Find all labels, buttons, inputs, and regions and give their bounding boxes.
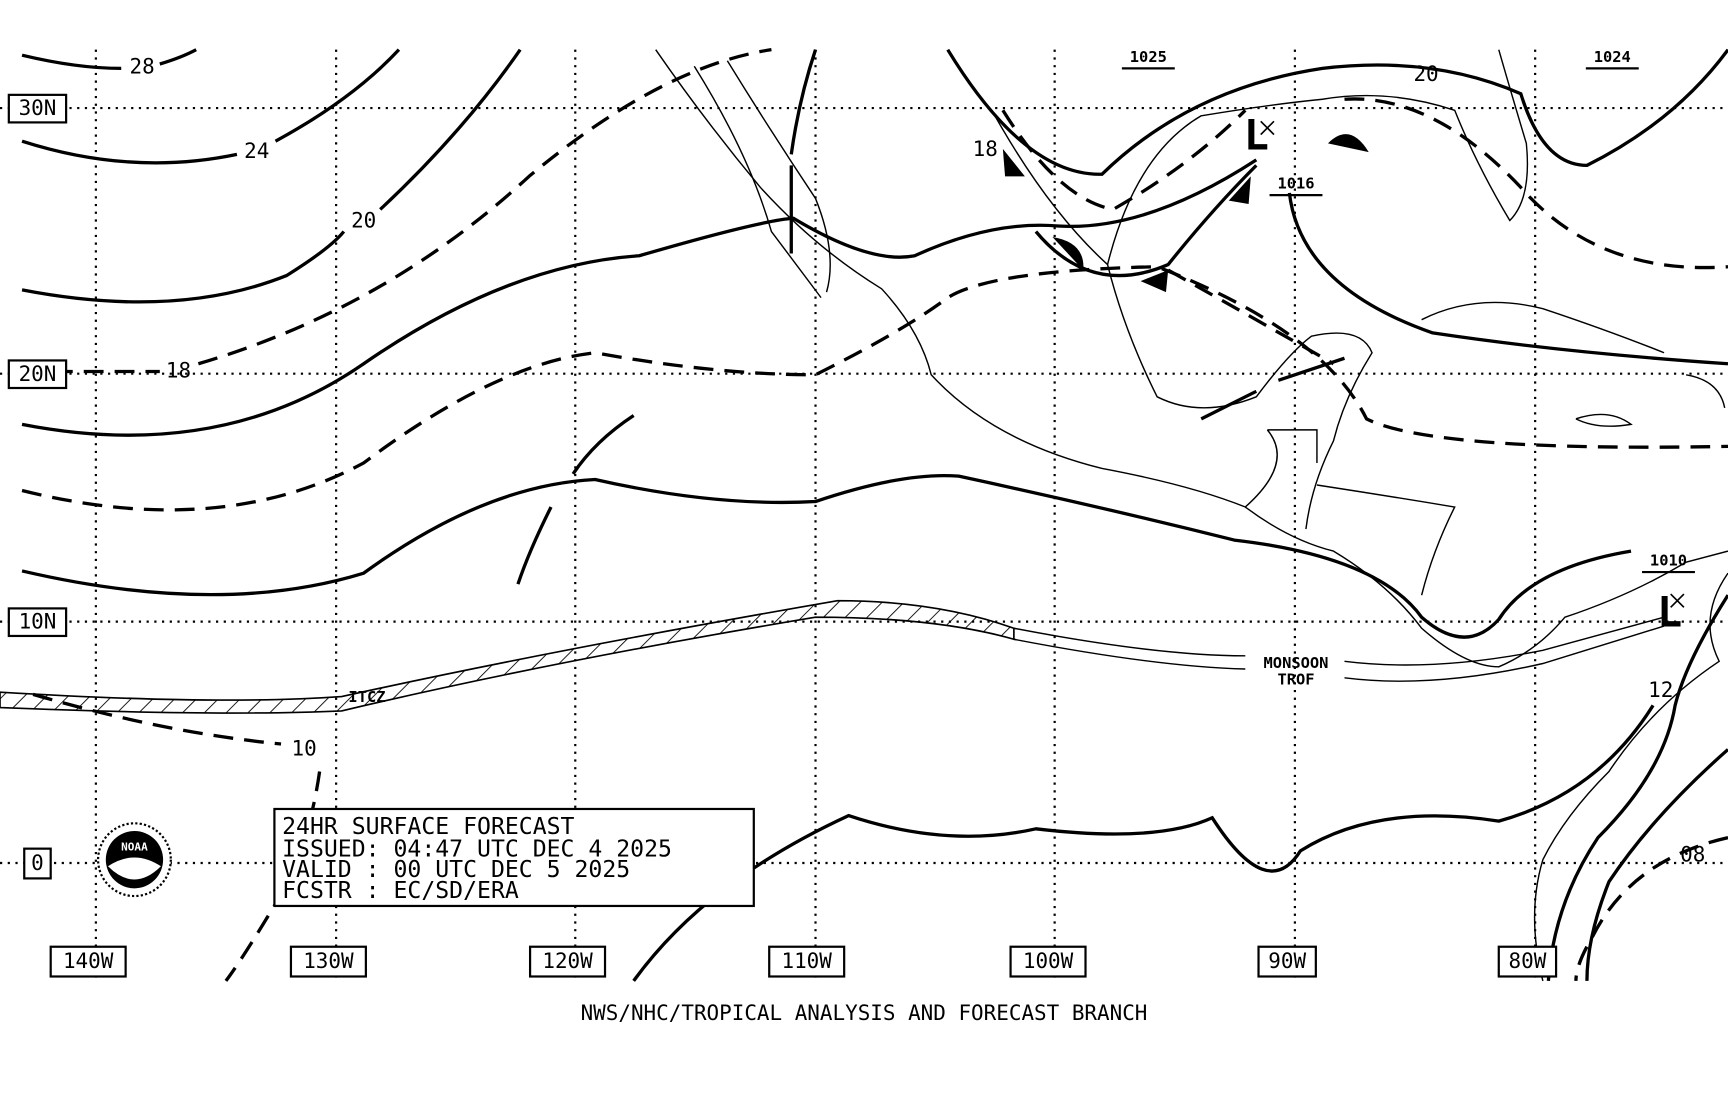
map-shape: [1670, 593, 1685, 608]
map-shape: [1546, 594, 1728, 982]
info-line: ISSUED: 04:47 UTC DEC 4 2025: [282, 836, 672, 862]
low-center: L: [1657, 588, 1682, 637]
isobar-label: 28: [130, 54, 155, 78]
info-line: 24HR SURFACE FORECAST: [282, 814, 574, 840]
footer: NWS/NHC/TROPICAL ANALYSIS AND FORECAST B…: [581, 1001, 1148, 1025]
label-frame: [1257, 945, 1317, 978]
map-shape: [1140, 270, 1169, 293]
label-frame: [23, 847, 52, 880]
map-shape: [632, 704, 1655, 982]
isobar-label: 12: [1648, 678, 1673, 702]
pressure-label: 1010: [1650, 552, 1687, 570]
longitude-label: 130W: [303, 949, 354, 973]
map-shape: [1034, 164, 1258, 278]
map-shape: [655, 49, 1728, 668]
map-shape: [1052, 237, 1084, 271]
map-shape: [1013, 616, 1665, 682]
latitude-label: 0: [31, 851, 44, 875]
label-frame: [1497, 945, 1558, 978]
low-center: L: [1244, 110, 1269, 159]
map-shape: [1167, 97, 1728, 366]
map-shape: [1106, 49, 1529, 265]
map-shape: [1533, 572, 1728, 982]
isobar-label: 24: [244, 139, 269, 163]
map-shape: [21, 473, 1632, 639]
map-shape: [1287, 192, 1728, 366]
label-frame: [1009, 945, 1087, 978]
map-shape: [21, 265, 1728, 512]
map-shape: [1260, 120, 1275, 136]
latitude-label: 10N: [19, 610, 57, 634]
itcz-label: ITCZ: [348, 688, 385, 706]
longitude-label: 80W: [1509, 949, 1547, 973]
latitude-labels: 30N 20N 10N 0: [7, 93, 68, 880]
logo-text: NOAA: [121, 841, 148, 854]
map-shape: [21, 158, 1258, 437]
latitude-label: 20N: [19, 362, 57, 386]
longitude-label: 100W: [1023, 949, 1074, 973]
map-shape: [693, 60, 831, 299]
longitude-label: 90W: [1268, 949, 1306, 973]
map-shape: [946, 48, 1728, 176]
label-frame: [273, 807, 755, 908]
fronts: [1002, 134, 1369, 293]
longitude-label: 110W: [781, 949, 832, 973]
noaa-logo: NOAA: [96, 822, 172, 898]
map-shape: [991, 109, 1373, 530]
pressure-label: 1025: [1130, 48, 1167, 66]
map-shape: [22, 48, 772, 374]
map-shape: [1228, 176, 1251, 204]
feature-labels: ITCZ MONSOON TROF: [348, 654, 1328, 706]
isobar-labels: 28 24 20 18 10 18 20 12 08: [130, 54, 1706, 866]
map-shape: [1002, 148, 1025, 177]
label-frame: [7, 607, 68, 638]
map-shape: [1421, 301, 1726, 427]
map-shape: [21, 48, 401, 165]
isobar-label: 10: [292, 736, 317, 760]
itcz: [0, 599, 1665, 714]
isobar-label: 18: [166, 358, 191, 382]
label-frame: [768, 945, 846, 978]
info-line: VALID : 00 UTC DEC 5 2025: [282, 857, 630, 883]
pressure-label: 1016: [1277, 175, 1314, 193]
isobar-label: 18: [973, 137, 998, 161]
label-frame: [289, 945, 367, 978]
map-shape: [21, 48, 522, 304]
map-shape: [1244, 429, 1456, 596]
longitude-labels: 140W 130W 120W 110W 100W 90W 80W: [49, 945, 1558, 978]
map-shape: [516, 356, 1346, 585]
map-shape: [789, 49, 818, 254]
isobars: [21, 48, 1728, 982]
info-line: FCSTR : EC/SD/ERA: [282, 878, 519, 904]
monsoon-label: MONSOON: [1264, 654, 1329, 672]
coastlines: [655, 49, 1728, 982]
info-box: 24HR SURFACE FORECAST ISSUED: 04:47 UTC …: [273, 807, 755, 908]
label-frame: [528, 945, 607, 978]
pressure-centers: 1025 1024 1016 1010 L L: [1121, 48, 1695, 637]
label-frame: [7, 359, 68, 390]
map-shape: [0, 599, 1015, 714]
map-shape: [1001, 109, 1728, 981]
label-frame: [49, 945, 127, 978]
longitude-label: 120W: [542, 949, 593, 973]
isobar-label: 20: [1413, 62, 1438, 86]
map-shape: [108, 857, 161, 880]
label-frame: [7, 93, 68, 124]
trof-label: TROF: [1277, 671, 1314, 689]
grid: [0, 49, 1728, 981]
map-shape: [21, 48, 197, 71]
pressure-label: 1024: [1594, 48, 1631, 66]
isobar-label: 08: [1680, 842, 1705, 866]
map-shape: [1327, 134, 1369, 153]
map-shape: [0, 106, 1728, 865]
isobar-label: 20: [351, 209, 376, 233]
latitude-label: 30N: [19, 96, 57, 120]
longitude-label: 140W: [63, 949, 114, 973]
